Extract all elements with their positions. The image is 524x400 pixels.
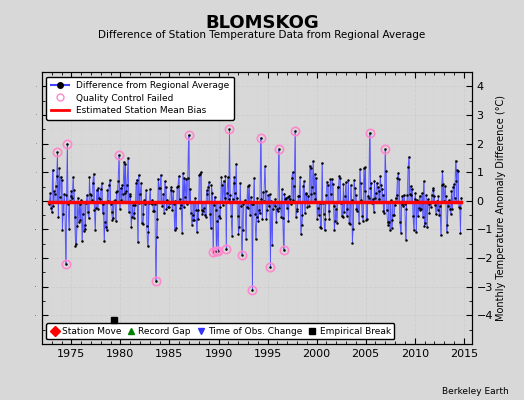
Text: Difference of Station Temperature Data from Regional Average: Difference of Station Temperature Data f… — [99, 30, 425, 40]
Text: Berkeley Earth: Berkeley Earth — [442, 387, 508, 396]
Y-axis label: Monthly Temperature Anomaly Difference (°C): Monthly Temperature Anomaly Difference (… — [496, 95, 506, 321]
Text: BLOMSKOG: BLOMSKOG — [205, 14, 319, 32]
Legend: Station Move, Record Gap, Time of Obs. Change, Empirical Break: Station Move, Record Gap, Time of Obs. C… — [47, 323, 395, 340]
